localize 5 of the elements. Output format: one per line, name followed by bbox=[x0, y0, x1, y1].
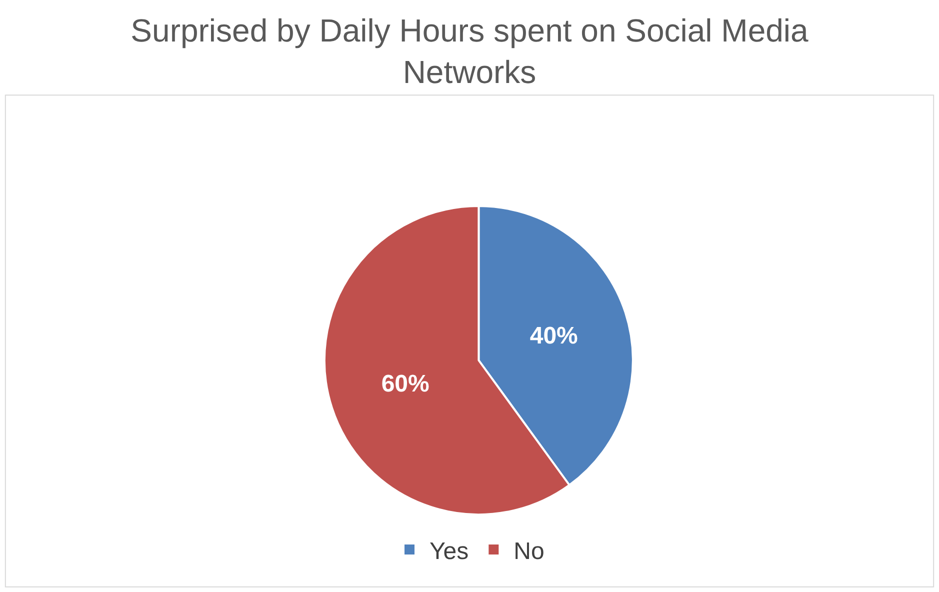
legend-label: Yes bbox=[430, 538, 469, 565]
chart-title: Surprised by Daily Hours spent on Social Media Networks bbox=[130, 12, 809, 90]
data-label: 40% bbox=[530, 322, 578, 350]
legend-label: No bbox=[514, 538, 544, 565]
data-label: 60% bbox=[381, 370, 430, 398]
